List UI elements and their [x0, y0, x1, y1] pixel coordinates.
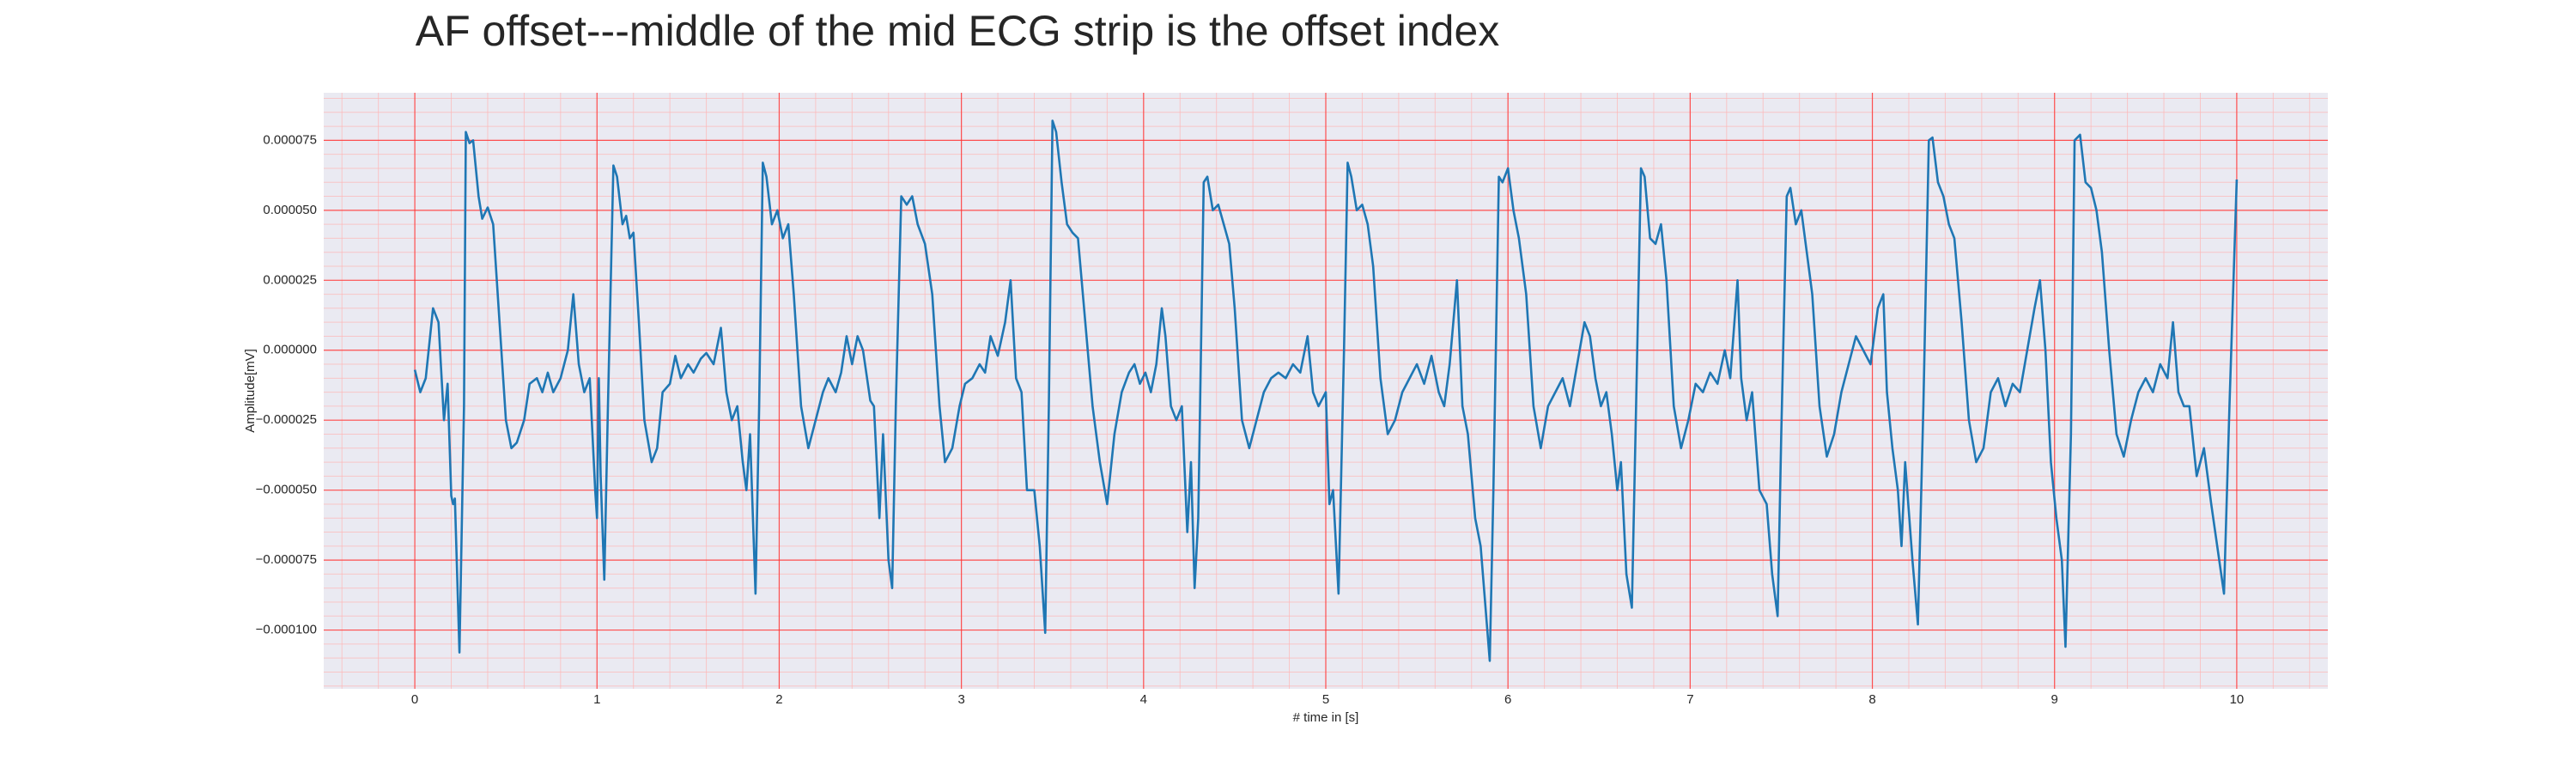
x-tick-label: 9	[2051, 692, 2058, 707]
x-tick-label: 4	[1140, 692, 1147, 707]
x-tick-label: 10	[2230, 692, 2245, 707]
x-tick-label: 8	[1868, 692, 1875, 707]
y-tick-label: −0.000050	[256, 483, 317, 497]
x-tick-label: 3	[957, 692, 964, 707]
y-tick-label: 0.000075	[263, 132, 317, 147]
y-tick-label: 0.000025	[263, 272, 317, 287]
y-axis-label: Amplitude[mV]	[243, 349, 258, 433]
x-tick-label: 6	[1504, 692, 1511, 707]
x-tick-label: 0	[411, 692, 418, 707]
chart-title: AF offset---middle of the mid ECG strip …	[416, 7, 1500, 55]
labels: 0 1 2 3 4 5 6 7 8 9 10 −0.000100 −0.000075 −0.000050 −…	[256, 132, 2245, 707]
x-tick-label: 1	[593, 692, 600, 707]
x-tick-label: 2	[775, 692, 782, 707]
marks	[413, 119, 2239, 662]
grid	[324, 93, 2328, 689]
y-tick-label: 0.000000	[263, 343, 317, 357]
y-tick-label: −0.000075	[256, 552, 317, 567]
x-tick-label: 5	[1322, 692, 1329, 707]
y-tick-label: −0.000100	[256, 623, 317, 637]
x-axis-label: # time in [s]	[1293, 710, 1359, 725]
ecg-line	[413, 119, 2239, 662]
y-tick-label: −0.000025	[256, 412, 317, 427]
y-tick-label: 0.000050	[263, 203, 317, 217]
x-tick-label: 7	[1686, 692, 1693, 707]
